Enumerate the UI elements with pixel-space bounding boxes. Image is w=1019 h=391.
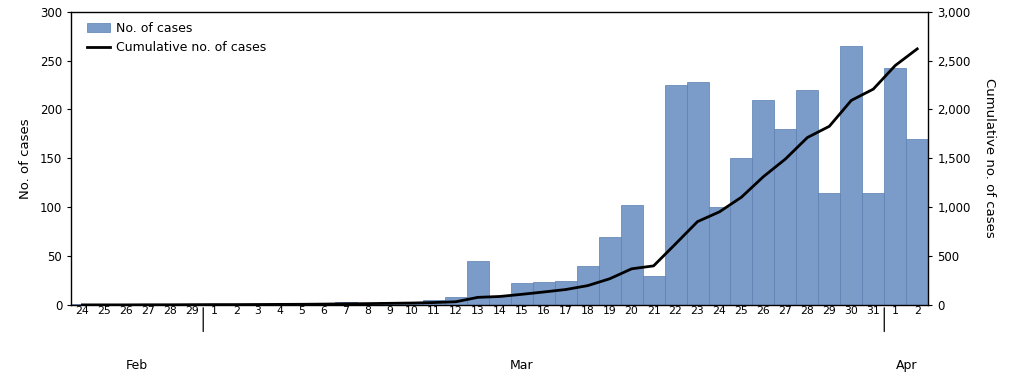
Bar <box>664 85 686 305</box>
Bar <box>532 282 554 305</box>
Bar <box>313 303 334 305</box>
Bar <box>181 304 203 305</box>
Y-axis label: No. of cases: No. of cases <box>18 118 32 199</box>
Bar <box>905 139 927 305</box>
Bar <box>247 304 269 305</box>
Bar <box>379 302 400 305</box>
Text: Apr: Apr <box>895 359 916 372</box>
Bar <box>730 158 752 305</box>
Bar <box>817 192 840 305</box>
Bar <box>138 304 159 305</box>
Bar <box>796 90 817 305</box>
Legend: No. of cases, Cumulative no. of cases: No. of cases, Cumulative no. of cases <box>79 14 274 62</box>
Bar <box>511 283 532 305</box>
Bar <box>708 207 730 305</box>
Bar <box>861 192 883 305</box>
Bar <box>620 205 642 305</box>
Bar <box>554 281 576 305</box>
Y-axis label: Cumulative no. of cases: Cumulative no. of cases <box>981 79 995 238</box>
Bar <box>686 82 708 305</box>
Bar <box>290 304 313 305</box>
Bar <box>357 303 379 305</box>
Bar <box>488 296 511 305</box>
Bar <box>203 304 225 305</box>
Bar <box>400 302 423 305</box>
Bar <box>467 261 488 305</box>
Bar <box>752 100 773 305</box>
Bar <box>71 304 94 305</box>
Bar <box>269 304 290 305</box>
Bar <box>642 276 664 305</box>
Bar <box>773 129 796 305</box>
Text: Feb: Feb <box>126 359 148 372</box>
Bar <box>576 266 598 305</box>
Bar <box>840 46 861 305</box>
Bar <box>423 300 444 305</box>
Bar <box>334 302 357 305</box>
Bar <box>444 297 467 305</box>
Text: Mar: Mar <box>510 359 533 372</box>
Bar <box>598 237 620 305</box>
Bar <box>883 68 905 305</box>
